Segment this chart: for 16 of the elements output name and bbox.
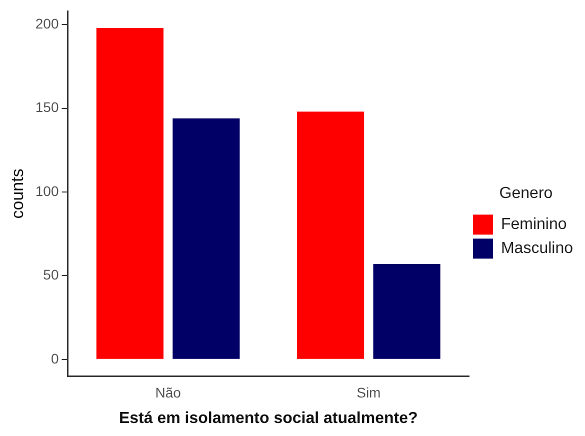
legend-label: Feminino [500,216,567,234]
x-tick-label: Não [155,384,182,400]
y-tick-label: 100 [35,182,59,199]
bar [373,264,440,359]
bar [297,112,364,359]
legend-title: Genero [499,184,553,202]
bar [96,28,164,359]
y-tick-label: 0 [50,350,59,366]
y-tick-label: 50 [43,266,59,283]
legend-label: Masculino [500,240,574,258]
bar [172,118,240,359]
x-axis-title: Está em isolamento social atualmente? [118,410,418,427]
y-tick-label: 150 [35,99,59,116]
y-axis-title: counts [8,168,27,219]
y-tick-label: 200 [35,15,59,32]
x-tick-label: Sim [356,384,381,400]
